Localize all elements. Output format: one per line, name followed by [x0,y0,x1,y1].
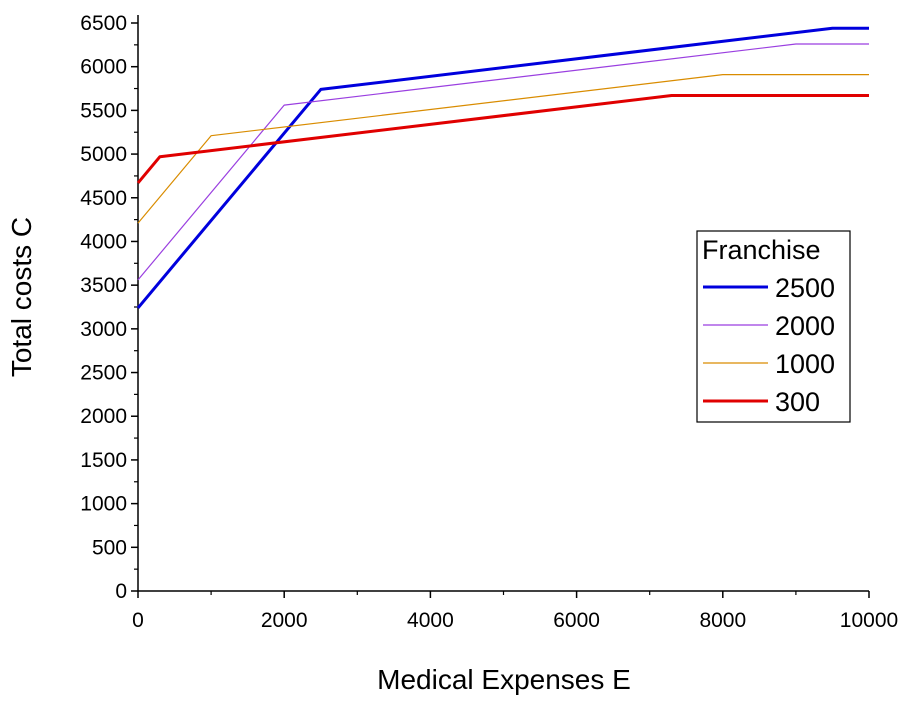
series-line-1000 [137,73,869,224]
x-tick-label: 6000 [553,609,600,632]
y-tick-label: 5500 [80,99,127,122]
y-tick-label: 0 [115,580,127,603]
series-lines [136,26,869,309]
y-axis-title: Total costs C [6,217,37,377]
legend-label-2000: 2000 [775,311,835,341]
x-tick-label: 2000 [261,609,308,632]
series-line-2500 [136,26,869,309]
y-tick-label: 1500 [80,449,127,472]
x-tick-label: 0 [132,609,144,632]
y-tick-label: 4000 [80,230,127,253]
legend: Franchise 2500 2000 1000 300 [696,230,851,423]
x-axis-title: Medical Expenses E [377,664,631,695]
legend-title: Franchise [702,235,821,265]
x-tick-label: 4000 [407,609,454,632]
y-tick-label: 4500 [80,187,127,210]
legend-label-300: 300 [775,387,820,417]
legend-box [696,230,851,423]
legend-label-1000: 1000 [775,349,835,379]
y-tick-label: 500 [92,536,127,559]
y-tick-label: 2000 [80,405,127,428]
legend-label-2500: 2500 [775,273,835,303]
x-tick-label: 10000 [840,609,898,632]
y-tick-label: 6500 [80,12,127,35]
series-line-300 [136,94,869,184]
y-tick-label: 5000 [80,143,127,166]
y-tick-label: 3000 [80,318,127,341]
y-tick-label: 3500 [80,274,127,297]
axes: 0500100015002000250030003500400045005000… [80,12,898,632]
y-tick-label: 6000 [80,56,127,79]
y-tick-label: 2500 [80,362,127,385]
y-tick-label: 1000 [80,493,127,516]
series-line-2000 [137,43,869,281]
x-tick-label: 8000 [699,609,746,632]
